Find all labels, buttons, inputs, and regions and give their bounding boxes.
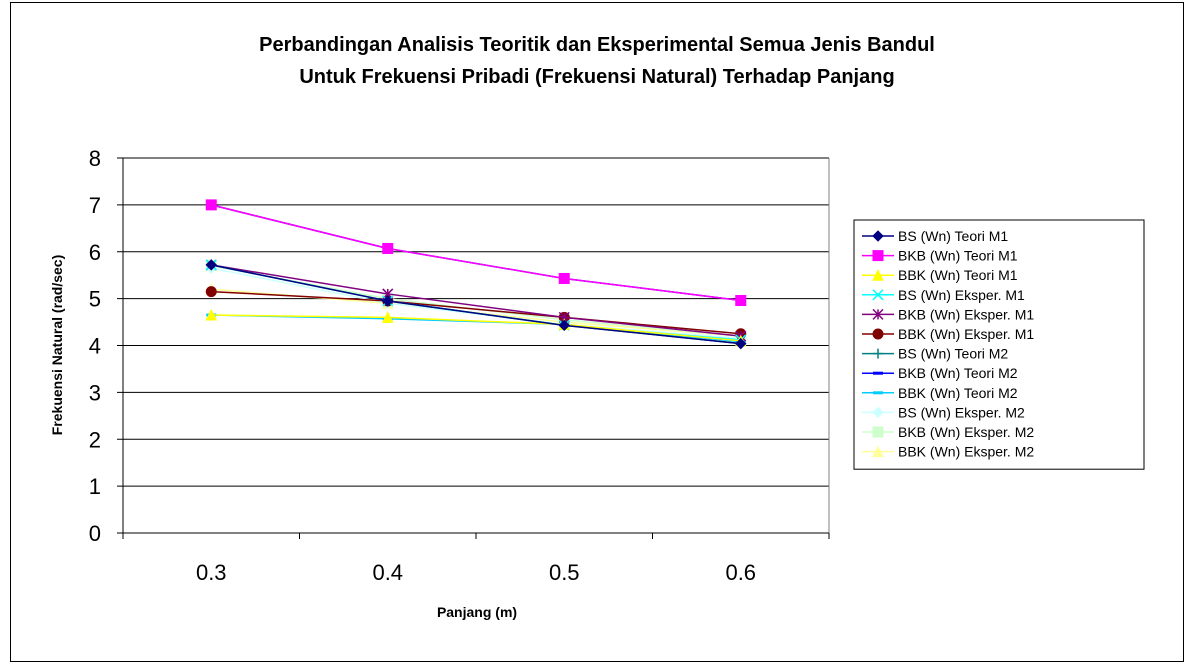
legend-item: BBK (Wn) Teori M1 bbox=[862, 267, 1018, 283]
x-tick-label: 0.4 bbox=[372, 560, 403, 585]
series-line bbox=[211, 314, 741, 342]
legend-marker bbox=[873, 371, 883, 375]
data-point bbox=[205, 259, 217, 271]
data-point bbox=[205, 308, 218, 321]
y-tick-label: 2 bbox=[89, 427, 101, 452]
legend-item: BBK (Wn) Teori M2 bbox=[862, 385, 1018, 401]
legend: BS (Wn) Teori M1 BKB (Wn) Teori M1 BBK (Wn… bbox=[853, 219, 1145, 470]
x-tick-label: 0.3 bbox=[196, 560, 227, 585]
gridlines bbox=[123, 157, 829, 487]
x-axis-title: Panjang (m) bbox=[437, 604, 517, 620]
legend-item: BKB (Wn) Eksper. M2 bbox=[862, 424, 1034, 440]
y-tick-label: 6 bbox=[89, 240, 101, 265]
legend-box bbox=[853, 219, 1145, 470]
data-point bbox=[558, 319, 570, 332]
legend-label: BS (Wn) Teori M1 bbox=[898, 228, 1008, 244]
x-tick-label: 0.5 bbox=[549, 560, 580, 585]
y-tick-label: 1 bbox=[89, 474, 101, 499]
y-axis-title: Frekuensi Natural (rad/sec) bbox=[49, 255, 65, 436]
legend-label: BKB (Wn) Eksper. M2 bbox=[898, 424, 1034, 440]
legend-marker bbox=[872, 445, 884, 458]
legend-item: BKB (Wn) Eksper. M1 bbox=[862, 306, 1034, 322]
series-line bbox=[211, 264, 741, 337]
legend-item: BKB (Wn) Teori M1 bbox=[862, 248, 1018, 264]
series-11 bbox=[205, 260, 747, 342]
legend-marker bbox=[872, 230, 884, 242]
series-group bbox=[205, 199, 747, 350]
legend-label: BBK (Wn) Teori M1 bbox=[898, 267, 1018, 283]
y-tick-label: 4 bbox=[89, 334, 101, 359]
legend-marker bbox=[873, 391, 883, 395]
data-point bbox=[382, 295, 394, 307]
legend-marker bbox=[872, 426, 884, 438]
legend-item: BBK (Wn) Eksper. M1 bbox=[862, 326, 1034, 342]
legend-label: BKB (Wn) Teori M2 bbox=[898, 365, 1018, 381]
legend-marker bbox=[872, 289, 884, 301]
data-point bbox=[382, 242, 394, 254]
legend-item: BBK (Wn) Eksper. M2 bbox=[862, 444, 1034, 460]
data-point bbox=[205, 286, 217, 298]
axes: 0 1 2 3 4 5 6 7 8 0.3 0.4 0.5 0.6 bbox=[89, 146, 830, 585]
series-2 bbox=[205, 199, 747, 306]
legend-label: BBK (Wn) Eksper. M2 bbox=[898, 444, 1034, 460]
legend-item: BS (Wn) Teori M1 bbox=[862, 228, 1008, 244]
legend-label: BS (Wn) Eksper. M2 bbox=[898, 404, 1025, 420]
data-point bbox=[735, 337, 747, 350]
series-line bbox=[211, 264, 741, 345]
y-tick-label: 5 bbox=[89, 287, 101, 312]
y-tick-label: 0 bbox=[89, 521, 101, 546]
y-tick-label: 7 bbox=[89, 193, 101, 218]
legend-marker bbox=[873, 348, 883, 359]
legend-marker bbox=[872, 406, 884, 419]
chart-title-line-1: Perbandingan Analisis Teoritik dan Ekspe… bbox=[259, 34, 935, 56]
data-point bbox=[205, 199, 217, 211]
legend-item: BS (Wn) Eksper. M2 bbox=[862, 404, 1025, 420]
legend-label: BKB (Wn) Teori M1 bbox=[898, 248, 1018, 264]
legend-item: BS (Wn) Teori M2 bbox=[862, 346, 1008, 362]
x-tick-label: 0.6 bbox=[725, 560, 756, 585]
series-1 bbox=[205, 259, 747, 350]
legend-item: BKB (Wn) Teori M2 bbox=[862, 365, 1018, 381]
data-point bbox=[558, 272, 570, 284]
legend-label: BBK (Wn) Teori M2 bbox=[898, 385, 1018, 401]
legend-item: BS (Wn) Eksper. M1 bbox=[862, 287, 1025, 303]
legend-marker bbox=[872, 328, 884, 340]
data-point bbox=[735, 295, 747, 306]
chart-title-line-2: Untuk Frekuensi Pribadi (Frekuensi Natur… bbox=[299, 66, 895, 88]
series-line bbox=[211, 265, 741, 337]
legend-label: BS (Wn) Teori M2 bbox=[898, 346, 1008, 362]
series-8 bbox=[206, 203, 746, 302]
legend-label: BKB (Wn) Eksper. M1 bbox=[898, 306, 1034, 322]
series-line bbox=[211, 204, 741, 302]
legend-marker bbox=[872, 308, 884, 320]
legend-marker bbox=[872, 250, 884, 262]
series-line bbox=[211, 290, 741, 335]
data-point bbox=[381, 311, 394, 323]
series-line bbox=[211, 204, 741, 302]
y-tick-label: 8 bbox=[89, 146, 101, 171]
legend-marker bbox=[872, 269, 884, 281]
series-10 bbox=[205, 262, 747, 345]
legend-label: BBK (Wn) Eksper. M1 bbox=[898, 326, 1034, 342]
y-tick-label: 3 bbox=[89, 380, 101, 405]
legend-label: BS (Wn) Eksper. M1 bbox=[898, 287, 1025, 303]
